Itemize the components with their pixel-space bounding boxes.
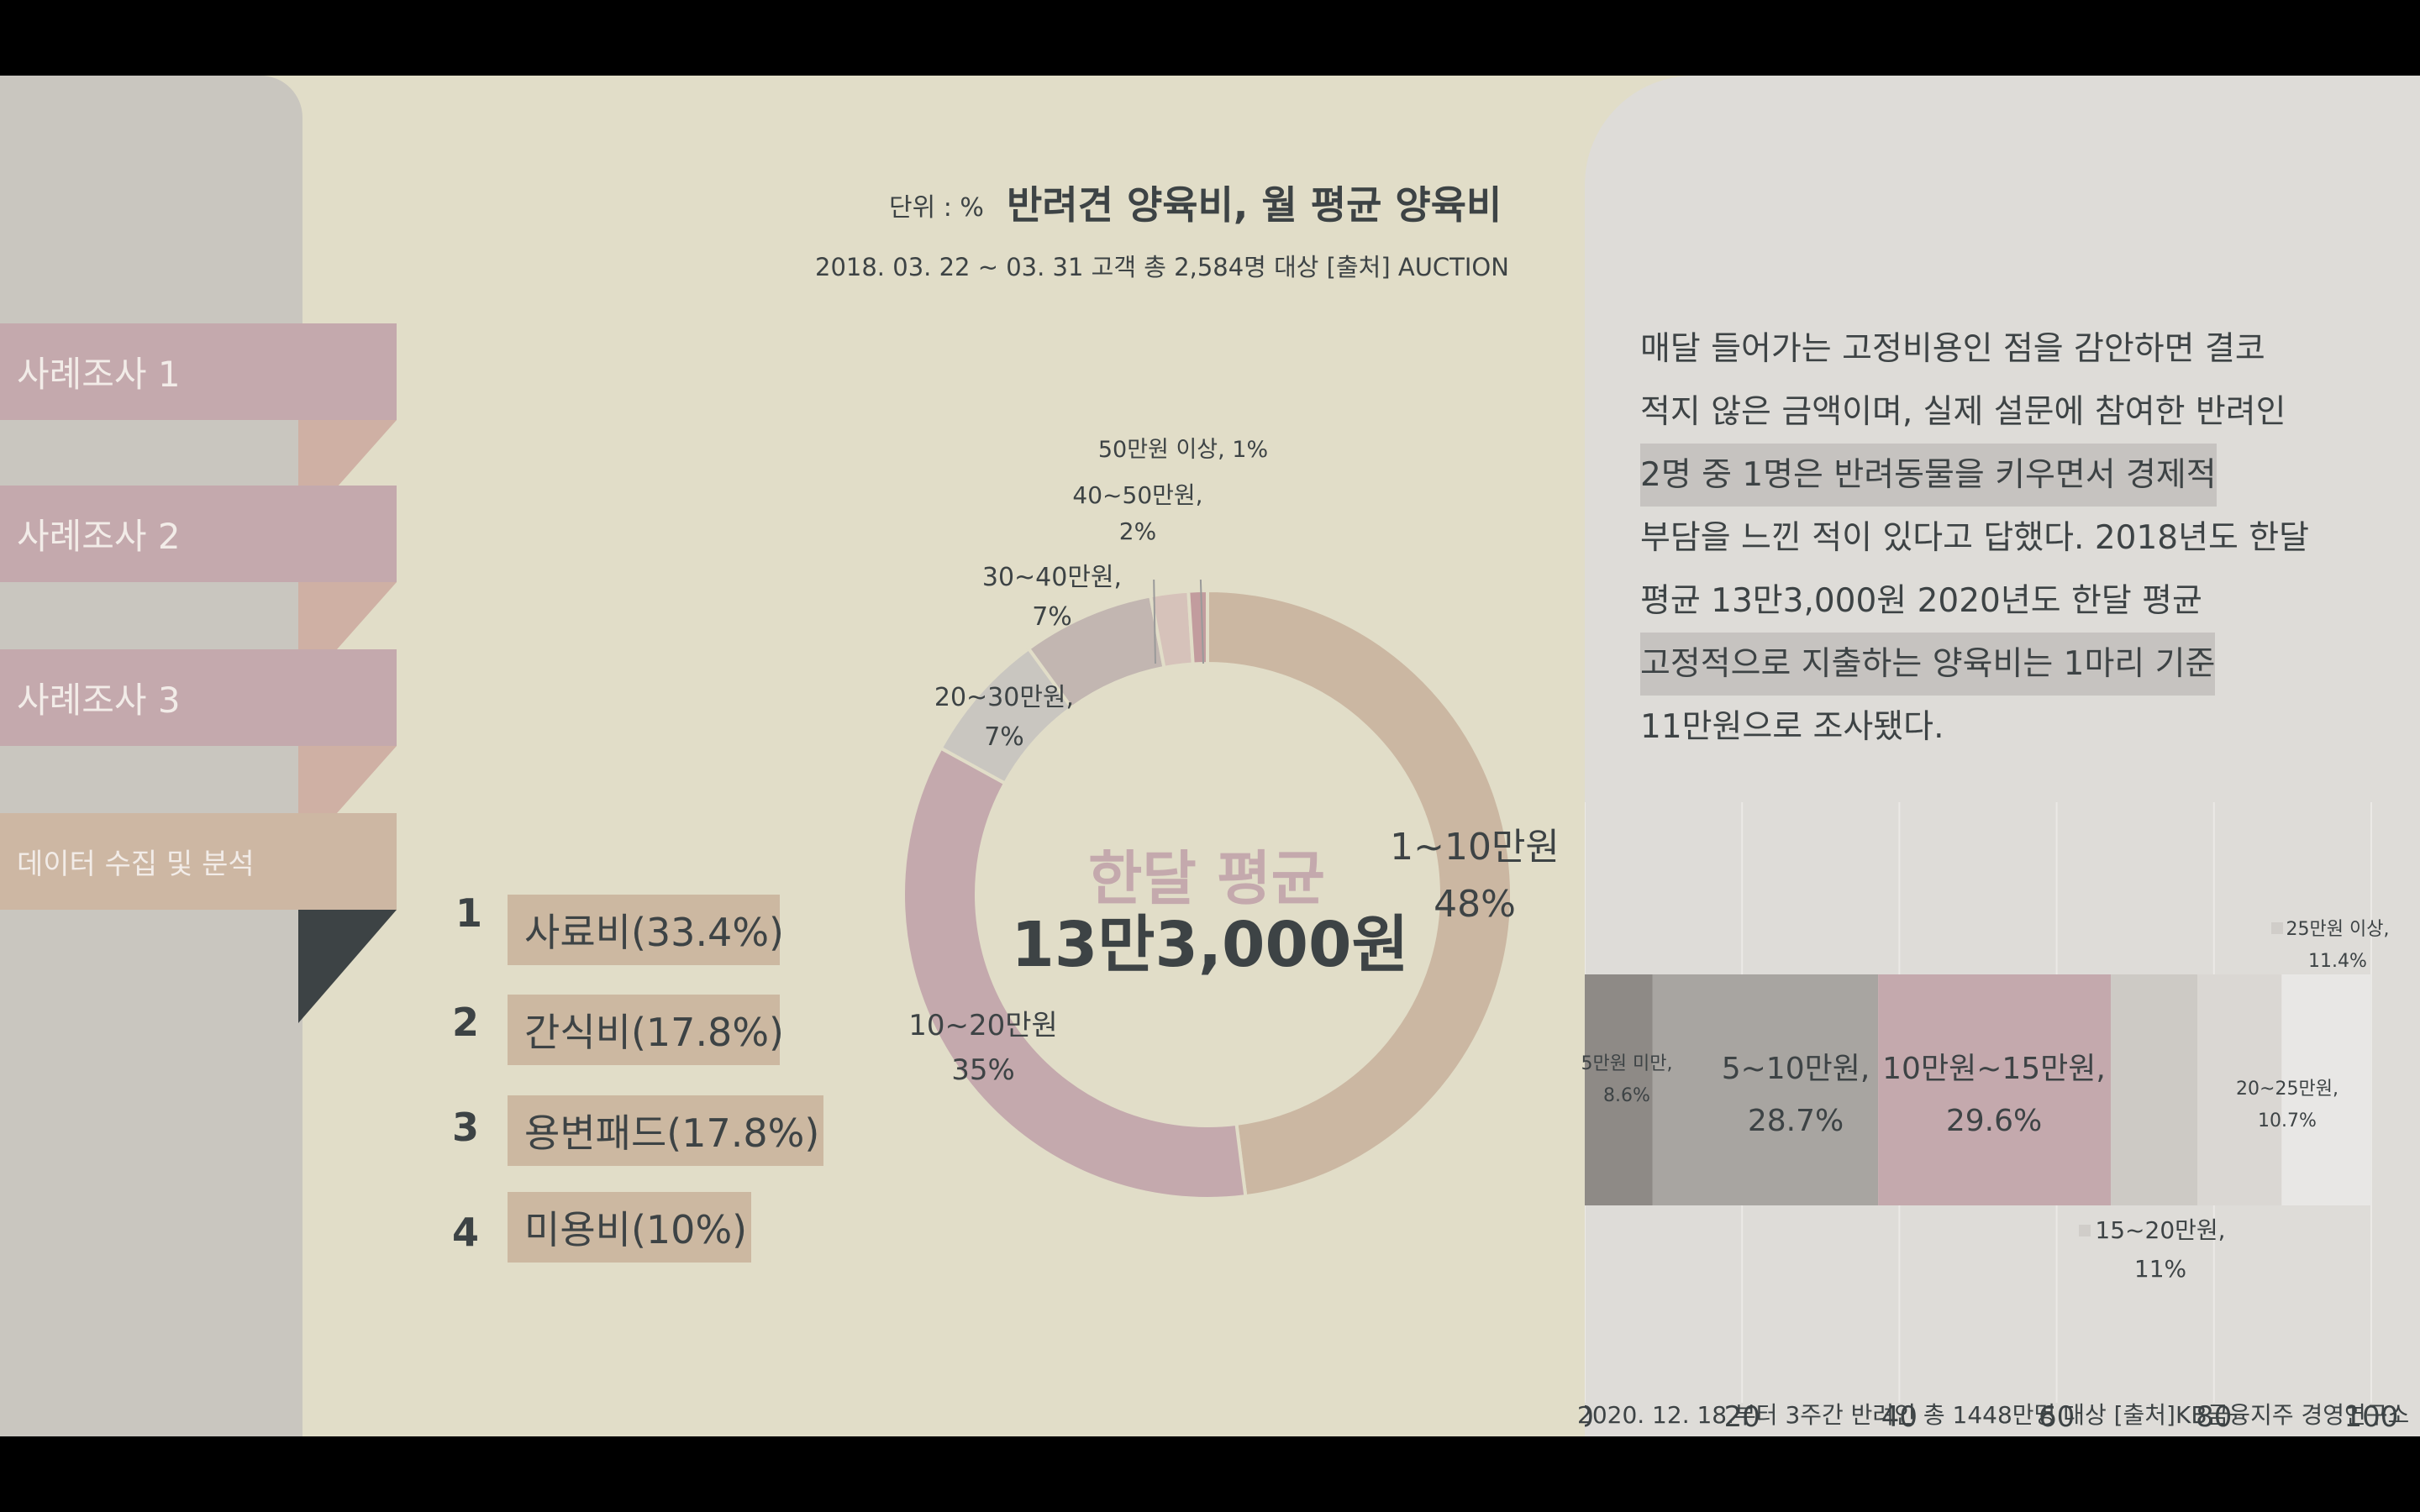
x-tick-label: 60 — [2039, 1400, 2075, 1434]
donut-slice-label: 50만원 이상, 1% — [1015, 433, 1351, 468]
x-tick-label: 80 — [2196, 1400, 2232, 1434]
bar-segment — [1652, 974, 1879, 1205]
donut-slice-label: 1~10만원 48% — [1307, 819, 1643, 933]
legend-square — [2271, 922, 2283, 934]
donut-slice-value: 7% — [984, 722, 1024, 752]
rank-number: 4 — [452, 1210, 480, 1255]
bar-segment-label: 20~25만원, 10.7% — [2161, 1074, 2413, 1137]
bar-segment-label: 25만원 이상, 11.4% — [2212, 914, 2420, 978]
stacked-bar-chart: 0 20 40 60 80 100 — [1585, 802, 2399, 1434]
bar-segment-value: 28.7% — [1747, 1104, 1844, 1138]
bar-segment-value: 11.4% — [2308, 951, 2367, 972]
leader-line — [1199, 580, 1204, 664]
donut-slice-name: 20~30만원, — [934, 683, 1075, 712]
paragraph-line: 11만원으로 조사됐다. — [1640, 708, 1944, 746]
bar-segment-label: 5~10만원, 28.7% — [1670, 1043, 1922, 1147]
paragraph-line: 부담을 느낀 적이 있다고 답했다. 2018년도 한달 — [1640, 519, 2309, 557]
rank-number: 3 — [452, 1105, 480, 1150]
donut-slice-name: 1~10만원 — [1390, 826, 1560, 869]
bar-segment-value: 29.6% — [1945, 1104, 2043, 1138]
paragraph-line: 매달 들어가는 고정비용인 점을 감안하면 결코 — [1640, 330, 2265, 368]
donut-slice-value: 2% — [1118, 517, 1157, 546]
tab-label: 데이터 수집 및 분석 — [17, 848, 255, 881]
rank-item: 용변패드(17.8%) — [508, 1095, 823, 1166]
bar-source: 2020. 12. 18.부터 3주간 반려인 총 1448만명 대상 [출처]… — [1577, 1401, 2410, 1429]
tab-fold-1 — [298, 420, 397, 487]
rank-number: 1 — [455, 890, 483, 936]
bar-segment-name: 5만원 미만, — [1581, 1053, 1673, 1074]
bar-segment-label: 15~20만원, 11% — [2034, 1211, 2286, 1289]
x-tick-label: 20 — [1724, 1400, 1760, 1434]
rank-number: 2 — [452, 1000, 480, 1045]
slide: 사례조사 1 사례조사 2 사례조사 3 데이터 수집 및 분석 단위 : % … — [0, 76, 2420, 1436]
rank-item: 미용비(10%) — [508, 1192, 751, 1263]
tab-data-analysis[interactable]: 데이터 수집 및 분석 — [0, 813, 397, 910]
right-panel — [1585, 76, 2420, 1436]
donut-slice-value: 35% — [951, 1053, 1015, 1087]
tab-fold-active — [298, 910, 397, 1023]
donut-slice-value: 7% — [1032, 601, 1072, 632]
bar-segment-value: 11% — [2133, 1255, 2187, 1283]
bar-segment — [2281, 974, 2371, 1205]
donut-slice-label: 40~50만원, 2% — [970, 477, 1306, 550]
paragraph-line: 고정적으로 지출하는 양육비는 1마리 기준 — [1640, 633, 2216, 696]
bar-segment-value: 8.6% — [1603, 1085, 1650, 1106]
bar-segment-name: 5~10만원, — [1721, 1052, 1870, 1086]
tab-case-study-1[interactable]: 사례조사 1 — [0, 323, 397, 420]
bar-segment — [1878, 974, 2112, 1205]
bar-segment-label: 10만원~15만원, 29.6% — [1868, 1043, 2120, 1147]
donut-chart — [902, 580, 1514, 1200]
donut-center-value: 13만3,000원 — [1011, 909, 1409, 981]
bar-segment — [2111, 974, 2198, 1205]
paragraph-line: 평균 13만3,000원 2020년도 한달 평균 — [1640, 582, 2202, 620]
bar-segment-label: 5만원 미만, 8.6% — [1501, 1048, 1753, 1112]
paragraph-line: 2명 중 1명은 반려동물을 키우면서 경제적 — [1640, 444, 2217, 507]
donut-center-label: 한달 평균 — [1088, 844, 1325, 913]
unit-label: 단위 : % — [889, 193, 984, 223]
donut-slice-value: 48% — [1434, 883, 1516, 927]
donut-slice-label: 30~40만원, 7% — [884, 559, 1220, 637]
tab-label: 사례조사 2 — [17, 516, 181, 557]
x-tick-label: 0 — [1585, 1400, 1594, 1434]
legend-square — [2079, 1225, 2091, 1236]
bar-segment-name: 10만원~15만원, — [1882, 1052, 2106, 1086]
donut-slice-label: 20~30만원, 7% — [836, 679, 1172, 757]
left-panel — [0, 76, 302, 1436]
bar-segment — [2197, 974, 2282, 1205]
chart-subtitle: 2018. 03. 22 ~ 03. 31 고객 총 2,584명 대상 [출처… — [815, 253, 1509, 281]
bar-segment-name: 15~20만원, — [2095, 1216, 2226, 1244]
rank-item: 사료비(33.4%) — [508, 895, 784, 965]
donut-slice-name: 40~50만원, — [1072, 481, 1203, 509]
donut-slice — [902, 745, 1248, 1200]
leader-line — [1153, 580, 1156, 664]
tab-label: 사례조사 1 — [17, 354, 181, 395]
donut-slice-name: 50만원 이상, 1% — [1097, 437, 1269, 463]
bar-segment-value: 10.7% — [2258, 1110, 2317, 1131]
donut-slice-name: 10~20만원 — [908, 1009, 1058, 1042]
donut-slice — [1206, 588, 1514, 1199]
bar-segment — [1585, 974, 1653, 1205]
tab-case-study-2[interactable]: 사례조사 2 — [0, 486, 397, 582]
paragraph-line: 적지 않은 금액이며, 실제 설문에 참여한 반려인 — [1640, 393, 2286, 431]
tab-fold-3 — [298, 746, 397, 813]
x-tick-label: 40 — [1881, 1400, 1918, 1434]
tab-fold-2 — [298, 582, 397, 649]
donut-slice-name: 30~40만원, — [981, 563, 1123, 592]
x-tick-label: 100 — [2344, 1400, 2399, 1434]
tab-case-study-3[interactable]: 사례조사 3 — [0, 649, 397, 746]
rank-item: 간식비(17.8%) — [508, 995, 784, 1065]
donut-slice-label: 10~20만원 35% — [815, 1004, 1151, 1092]
bar-segment-name: 20~25만원, — [2236, 1079, 2338, 1100]
chart-title: 반려견 양육비, 월 평균 양육비 — [1007, 182, 1502, 228]
bar-segment-name: 25만원 이상, — [2286, 919, 2390, 940]
summary-paragraph: 매달 들어가는 고정비용인 점을 감안하면 결코 적지 않은 금액이며, 실제 … — [1640, 318, 2354, 759]
tab-label: 사례조사 3 — [17, 680, 181, 721]
